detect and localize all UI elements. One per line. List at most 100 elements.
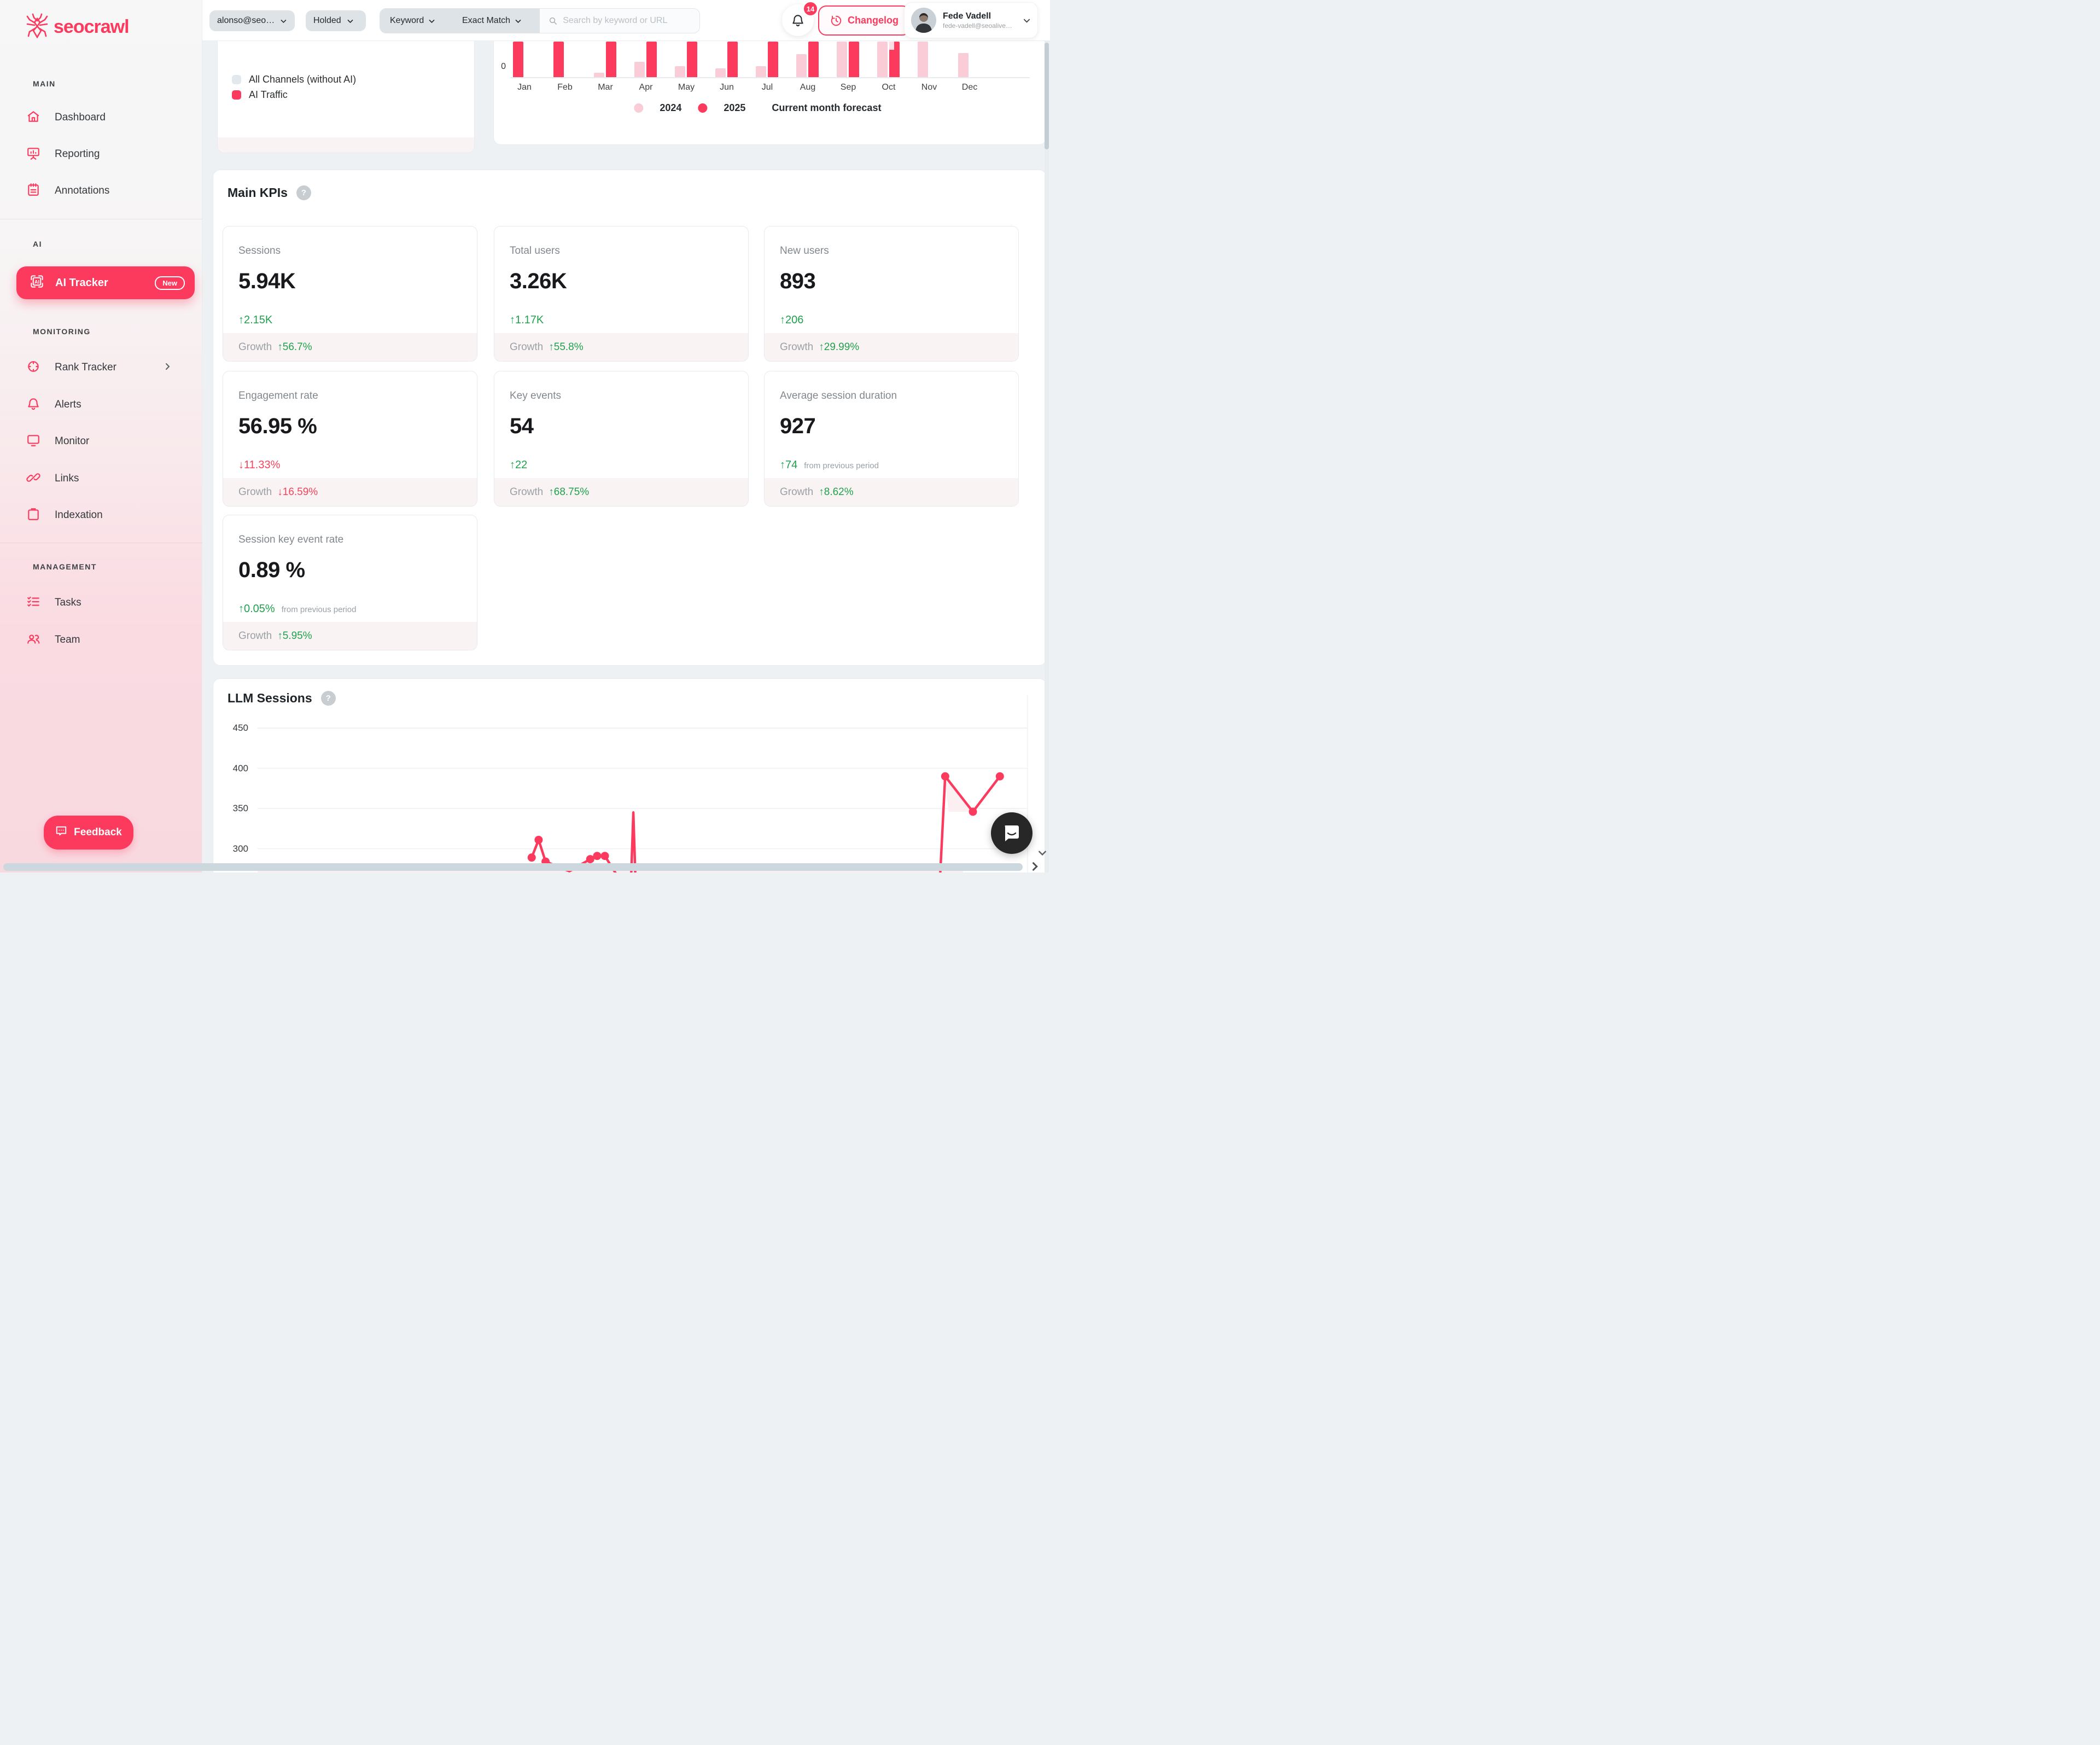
- y-axis-tick: 0: [501, 62, 506, 71]
- vertical-scrollbar-thumb[interactable]: [1045, 43, 1049, 149]
- vertical-scrollbar-track[interactable]: [1045, 41, 1049, 872]
- data-point[interactable]: [941, 772, 949, 781]
- help-icon[interactable]: ?: [296, 185, 311, 200]
- sidebar-item-team[interactable]: Team: [26, 627, 185, 653]
- bar-2025[interactable]: [687, 41, 697, 78]
- bar-group-Nov[interactable]: [918, 41, 941, 78]
- bar-2024[interactable]: [837, 41, 847, 78]
- kpi-delta: ↑206: [780, 314, 804, 326]
- sidebar-item-tasks[interactable]: Tasks: [26, 590, 185, 615]
- kpi-growth: ↑5.95%: [277, 630, 312, 642]
- match-type-value: Exact Match: [462, 16, 511, 25]
- chevron-down-icon: [1023, 19, 1030, 23]
- kpi-delta: ↑22: [510, 459, 528, 471]
- scroll-right-chevron-icon[interactable]: [1029, 861, 1040, 875]
- main-content: All Channels (without AI) AI Traffic 0 J…: [202, 41, 1050, 872]
- section-label-monitoring: MONITORING: [33, 327, 91, 336]
- help-icon[interactable]: ?: [320, 691, 336, 706]
- feedback-button[interactable]: Feedback: [44, 816, 133, 850]
- bar-2025[interactable]: [513, 41, 523, 78]
- kpi-growth: ↑56.7%: [277, 341, 312, 353]
- bar-2025[interactable]: [553, 41, 564, 78]
- data-point[interactable]: [527, 853, 536, 862]
- bar-2025[interactable]: [768, 41, 778, 78]
- data-point[interactable]: [995, 772, 1004, 781]
- bar-group-Jan[interactable]: [513, 41, 536, 78]
- scroll-down-chevron-icon[interactable]: [1037, 848, 1047, 860]
- bar-group-Jul[interactable]: [756, 41, 779, 78]
- changelog-button[interactable]: Changelog: [818, 5, 911, 36]
- data-point[interactable]: [600, 852, 609, 860]
- y-axis-tick: 400: [232, 763, 248, 773]
- bar-2025[interactable]: [808, 41, 819, 78]
- bar-group-Oct[interactable]: [877, 41, 900, 78]
- kpi-value: 927: [780, 414, 816, 438]
- bar-2024[interactable]: [675, 66, 685, 78]
- bar-2025[interactable]: [849, 41, 859, 78]
- kpi-growth: ↓16.59%: [277, 486, 318, 498]
- bar-group-Dec[interactable]: [958, 53, 981, 78]
- sidebar-item-label: Links: [55, 473, 79, 484]
- sidebar-item-monitor[interactable]: Monitor: [26, 429, 185, 454]
- chat-widget-button[interactable]: [991, 812, 1032, 854]
- topbar: alonso@seo… Holded Keyword Exact Match 1…: [202, 0, 1050, 41]
- x-axis-line: [510, 77, 1030, 78]
- bar-group-Apr[interactable]: [634, 41, 657, 78]
- bar-2025[interactable]: [727, 41, 738, 78]
- forecast-notch: [889, 41, 894, 50]
- llm-line-chart[interactable]: [213, 679, 1046, 872]
- data-point[interactable]: [969, 807, 977, 816]
- bar-2024[interactable]: [958, 53, 969, 78]
- search-type-select[interactable]: Keyword: [380, 9, 452, 33]
- sidebar-item-alerts[interactable]: Alerts: [26, 392, 185, 417]
- sidebar-item-links[interactable]: Links: [26, 466, 185, 491]
- legend-label-2024[interactable]: 2024: [660, 102, 682, 113]
- sidebar-item-indexation[interactable]: Indexation: [26, 503, 185, 528]
- bar-2024[interactable]: [634, 61, 645, 78]
- bar-group-Aug[interactable]: [796, 41, 819, 78]
- legend-item-all-channels[interactable]: All Channels (without AI): [232, 74, 356, 85]
- data-point[interactable]: [593, 852, 602, 860]
- checklist-icon: [26, 595, 40, 612]
- kpi-label: Engagement rate: [238, 390, 318, 402]
- bar-2024[interactable]: [877, 41, 888, 78]
- bar-2025[interactable]: [646, 41, 657, 78]
- sidebar-item-ai-tracker-active[interactable]: AI AI Tracker New: [16, 266, 195, 299]
- legend-item-ai-traffic[interactable]: AI Traffic: [232, 89, 288, 101]
- forecast-bar-plot[interactable]: [510, 41, 1030, 78]
- user-menu[interactable]: Fede Vadell fede-vadell@seoalive…: [904, 2, 1038, 38]
- search-input[interactable]: [563, 16, 691, 26]
- changelog-clock-icon: [831, 15, 842, 26]
- bar-group-Mar[interactable]: [594, 41, 617, 78]
- sidebar-item-annotations[interactable]: Annotations: [26, 178, 185, 203]
- legend-label-forecast[interactable]: Current month forecast: [772, 102, 882, 113]
- bar-group-Sep[interactable]: [837, 41, 860, 78]
- bar-group-May[interactable]: [675, 41, 698, 78]
- match-type-select[interactable]: Exact Match: [452, 9, 540, 33]
- bar-group-Feb[interactable]: [553, 41, 576, 78]
- sidebar-item-rank-tracker[interactable]: Rank Tracker: [26, 355, 185, 380]
- bar-group-Jun[interactable]: [715, 41, 738, 78]
- kpi-growth: ↑8.62%: [819, 486, 854, 498]
- kpi-growth-band: Growth ↑56.7%: [223, 333, 477, 361]
- brand-logo[interactable]: seocrawl: [25, 13, 130, 41]
- bar-2024[interactable]: [918, 41, 928, 78]
- chevron-down-icon: [281, 19, 287, 23]
- account-selector[interactable]: alonso@seo…: [209, 10, 295, 31]
- bar-2025[interactable]: [606, 41, 616, 78]
- horizontal-scrollbar[interactable]: [3, 863, 1023, 871]
- bar-2025[interactable]: [889, 41, 900, 78]
- sidebar-item-reporting[interactable]: Reporting: [26, 142, 185, 167]
- project-selector[interactable]: Holded: [306, 10, 366, 31]
- bar-2024[interactable]: [594, 72, 604, 78]
- data-point[interactable]: [586, 855, 594, 864]
- x-axis-label: Aug: [800, 83, 816, 92]
- search-box: [540, 9, 699, 33]
- sidebar-item-dashboard[interactable]: Dashboard: [26, 105, 185, 130]
- bar-2024[interactable]: [715, 68, 726, 78]
- bar-2024[interactable]: [756, 66, 766, 78]
- data-point[interactable]: [534, 835, 543, 844]
- kpi-value: 3.26K: [510, 269, 567, 293]
- legend-label-2025[interactable]: 2025: [724, 102, 746, 113]
- bar-2024[interactable]: [796, 54, 807, 78]
